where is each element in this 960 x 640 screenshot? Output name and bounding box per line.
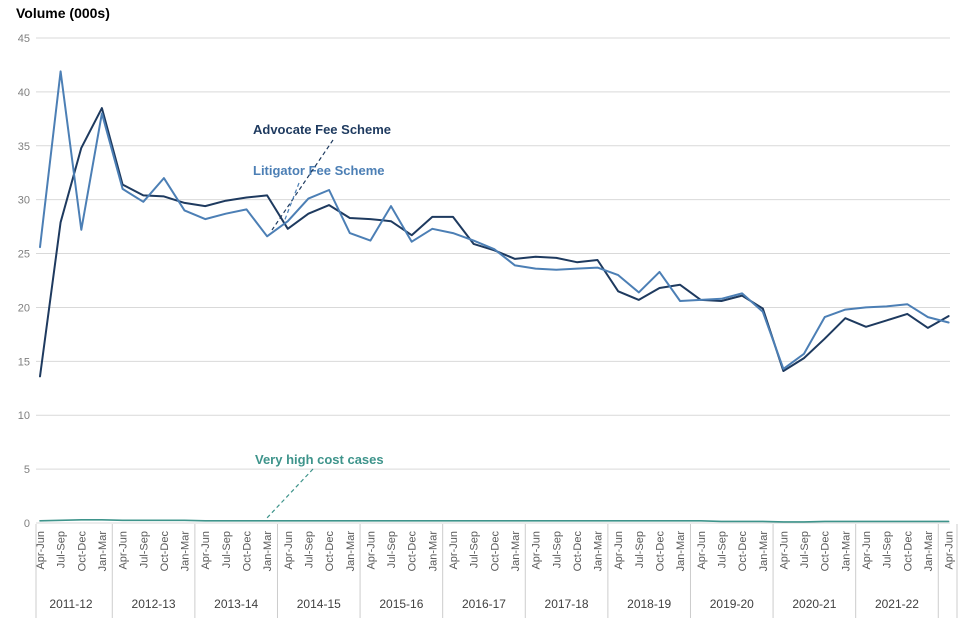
x-quarter-label: Jan-Mar (427, 531, 439, 572)
litigator-fee-scheme-line (39, 70, 950, 370)
x-quarter-label: Jan-Mar (262, 531, 274, 572)
x-quarter-label: Oct-Dec (324, 531, 336, 572)
y-tick-label: 30 (18, 195, 30, 207)
x-quarter-label: Apr-Jun (283, 531, 295, 570)
x-quarter-label: Apr-Jun (365, 531, 377, 570)
x-quarter-label: Oct-Dec (655, 531, 667, 572)
x-quarter-label: Oct-Dec (902, 531, 914, 572)
y-tick-label: 0 (24, 518, 30, 530)
x-quarter-label: Jul-Sep (634, 531, 646, 568)
x-year-label: 2014-15 (297, 597, 341, 611)
x-quarter-label: Oct-Dec (820, 531, 832, 572)
advocate-leader-line (271, 139, 334, 231)
y-tick-label: 25 (18, 249, 30, 261)
x-quarter-label: Apr-Jun (613, 531, 625, 570)
y-tick-label: 35 (18, 141, 30, 153)
x-quarter-label: Jan-Mar (510, 531, 522, 572)
x-quarter-label: Jul-Sep (716, 531, 728, 568)
x-year-label: 2017-18 (545, 597, 589, 611)
x-quarter-label: Jul-Sep (138, 531, 150, 568)
x-quarter-label: Jul-Sep (386, 531, 398, 568)
x-quarter-label: Jan-Mar (758, 531, 770, 572)
x-year-label: 2011-12 (49, 597, 92, 611)
x-quarter-label: Apr-Jun (448, 531, 460, 570)
x-quarter-label: Apr-Jun (696, 531, 708, 570)
x-quarter-label: Jan-Mar (923, 531, 935, 572)
y-tick-label: 40 (18, 87, 30, 99)
x-quarter-label: Jan-Mar (345, 531, 357, 572)
x-quarter-label: Jan-Mar (675, 531, 687, 572)
vhcc-series-label: Very high cost cases (255, 452, 384, 467)
vhcc-leader-line (265, 468, 314, 520)
x-quarter-label: Jul-Sep (303, 531, 315, 568)
y-tick-label: 45 (18, 33, 30, 45)
y-tick-label: 15 (18, 356, 30, 368)
x-quarter-label: Oct-Dec (407, 531, 419, 572)
x-year-label: 2016-17 (462, 597, 506, 611)
advocate-fee-scheme-line (39, 107, 950, 378)
x-quarter-label: Oct-Dec (737, 531, 749, 572)
x-quarter-label: Oct-Dec (242, 531, 254, 572)
advocate-series-label: Advocate Fee Scheme (253, 122, 392, 137)
x-year-label: 2015-16 (379, 597, 423, 611)
chart-title: Volume (000s) (16, 5, 110, 21)
x-quarter-label: Jan-Mar (840, 531, 852, 572)
x-year-label: 2018-19 (627, 597, 671, 611)
x-quarter-label: Apr-Jun (531, 531, 543, 570)
x-year-label: 2020-21 (792, 597, 836, 611)
x-quarter-label: Apr-Jun (35, 531, 47, 570)
x-quarter-label: Jan-Mar (180, 531, 192, 572)
x-quarter-label: Apr-Jun (778, 531, 790, 570)
x-quarter-label: Apr-Jun (861, 531, 873, 570)
x-quarter-label: Jan-Mar (593, 531, 605, 572)
x-year-label: 2019-20 (710, 597, 754, 611)
y-tick-label: 5 (24, 464, 30, 476)
x-quarter-label: Oct-Dec (572, 531, 584, 572)
x-year-label: 2021-22 (875, 597, 919, 611)
x-quarter-label: Oct-Dec (489, 531, 501, 572)
x-quarter-label: Oct-Dec (76, 531, 88, 572)
x-quarter-label: Apr-Jun (118, 531, 130, 570)
x-year-label: 2013-14 (214, 597, 258, 611)
x-quarter-label: Jul-Sep (551, 531, 563, 568)
x-quarter-label: Jul-Sep (221, 531, 233, 568)
y-tick-label: 20 (18, 302, 30, 314)
x-quarter-label: Apr-Jun (944, 531, 956, 570)
x-quarter-label: Jul-Sep (56, 531, 68, 568)
x-quarter-label: Oct-Dec (159, 531, 171, 572)
very-high-cost-cases-line (39, 518, 950, 523)
litigator-series-label: Litigator Fee Scheme (253, 163, 385, 178)
x-year-label: 2012-13 (132, 597, 176, 611)
x-quarter-label: Apr-Jun (200, 531, 212, 570)
x-quarter-label: Jul-Sep (799, 531, 811, 568)
y-tick-label: 10 (18, 410, 30, 422)
x-quarter-label: Jan-Mar (97, 531, 109, 572)
x-quarter-label: Jul-Sep (882, 531, 894, 568)
x-quarter-label: Jul-Sep (469, 531, 481, 568)
